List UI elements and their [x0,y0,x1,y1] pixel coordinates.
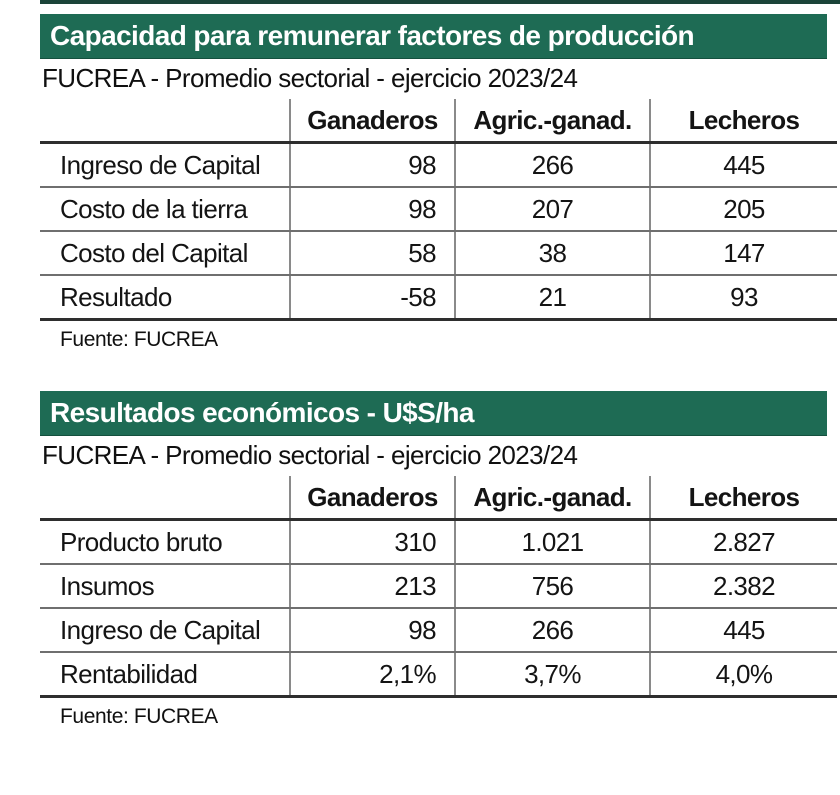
header-row: Ganaderos Agric.-ganad. Lecheros [40,476,837,521]
value-cell: 207 [454,187,650,232]
value-cell: 3,7% [454,652,650,698]
row-label: Ingreso de Capital [40,608,290,653]
value-cell: 445 [649,608,837,653]
table-row: Resultado -58 21 93 [40,275,837,321]
capacidad-table: Ganaderos Agric.-ganad. Lecheros Ingreso… [40,99,837,321]
figure-content: Capacidad para remunerar factores de pro… [40,14,840,729]
value-cell: 2.382 [649,564,837,609]
row-label: Costo de la tierra [40,187,290,232]
table-row: Costo del Capital 58 38 147 [40,231,837,276]
section-title-bar: Capacidad para remunerar factores de pro… [40,14,827,58]
row-label: Resultado [40,275,290,321]
value-cell: 21 [454,275,650,321]
value-cell: 756 [454,564,650,609]
source-note: Fuente: FUCREA [60,328,218,351]
value-cell: 205 [649,187,837,232]
value-cell: 1.021 [454,519,650,565]
column-header-ganaderos: Ganaderos [289,476,455,521]
section-title: Resultados económicos - U$S/ha [50,397,474,428]
resultados-table: Ganaderos Agric.-ganad. Lecheros Product… [40,476,837,698]
value-cell: 2,1% [289,652,455,698]
value-cell: 4,0% [649,652,837,698]
value-cell: 98 [289,187,455,232]
section-title-bar: Resultados económicos - U$S/ha [40,391,827,435]
value-cell: 98 [289,608,455,653]
section-capacidad: Capacidad para remunerar factores de pro… [40,14,840,352]
table-row: Insumos 213 756 2.382 [40,564,837,609]
corner-cell [40,99,290,144]
table-row: Ingreso de Capital 98 266 445 [40,142,837,188]
value-cell: 38 [454,231,650,276]
header-row: Ganaderos Agric.-ganad. Lecheros [40,99,837,144]
top-divider-rule [40,0,840,4]
section-subtitle: FUCREA - Promedio sectorial - ejercicio … [42,440,578,470]
column-header-ganaderos: Ganaderos [289,99,455,144]
value-cell: 445 [649,142,837,188]
value-cell: 310 [289,519,455,565]
value-cell: 266 [454,142,650,188]
value-cell: 58 [289,231,455,276]
value-cell: 93 [649,275,837,321]
section-subtitle: FUCREA - Promedio sectorial - ejercicio … [42,63,578,93]
table-row: Producto bruto 310 1.021 2.827 [40,519,837,565]
value-cell: 266 [454,608,650,653]
table-row: Costo de la tierra 98 207 205 [40,187,837,232]
column-header-agric-ganad: Agric.-ganad. [454,476,650,521]
row-label: Producto bruto [40,519,290,565]
column-header-lecheros: Lecheros [649,99,837,144]
table-row: Ingreso de Capital 98 266 445 [40,608,837,653]
value-cell: -58 [289,275,455,321]
row-label: Rentabilidad [40,652,290,698]
row-label: Insumos [40,564,290,609]
value-cell: 2.827 [649,519,837,565]
corner-cell [40,476,290,521]
source-note: Fuente: FUCREA [60,705,218,728]
table-row: Rentabilidad 2,1% 3,7% 4,0% [40,652,837,698]
column-header-agric-ganad: Agric.-ganad. [454,99,650,144]
value-cell: 98 [289,142,455,188]
row-label: Ingreso de Capital [40,142,290,188]
column-header-lecheros: Lecheros [649,476,837,521]
value-cell: 147 [649,231,837,276]
row-label: Costo del Capital [40,231,290,276]
section-resultados: Resultados económicos - U$S/ha FUCREA - … [40,391,840,729]
section-title: Capacidad para remunerar factores de pro… [50,20,695,51]
value-cell: 213 [289,564,455,609]
